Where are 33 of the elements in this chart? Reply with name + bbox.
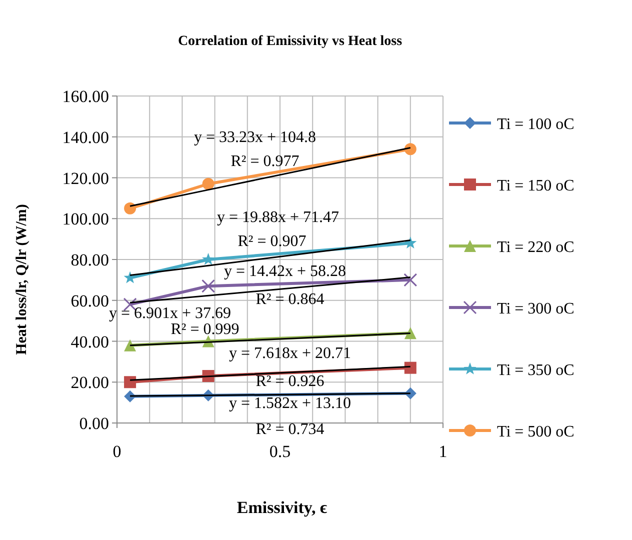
y-tick-label: 40.00 — [70, 332, 109, 352]
y-tick-label: 80.00 — [70, 250, 109, 270]
legend-label: Ti = 220 oC — [497, 239, 574, 256]
annotation: y = 33.23x + 104.8 — [194, 129, 316, 146]
y-tick-label: 0.00 — [79, 414, 109, 433]
y-tick-label: 20.00 — [70, 373, 109, 392]
y-axis-title: Heat loss/lr, Q/lr (W/m) — [14, 204, 30, 355]
annotation: R² = 0.734 — [256, 421, 324, 438]
y-tick-label: 120.00 — [62, 168, 109, 188]
legend-label: Ti = 100 oC — [497, 116, 574, 133]
legend-label: Ti = 500 oC — [497, 424, 574, 440]
annotation: y = 1.582x + 13.10 — [228, 395, 352, 412]
legend-label: Ti = 350 oC — [497, 362, 574, 379]
x-tick-label: 0.5 — [269, 442, 291, 461]
y-tick-label: 60.00 — [70, 291, 109, 310]
annotation: R² = 0.977 — [230, 153, 300, 170]
y-tick-label: 160.00 — [62, 87, 109, 106]
y-tick-label: 140.00 — [62, 128, 109, 147]
annotation: R² = 0.999 — [170, 321, 240, 338]
legend-label: Ti = 300 oC — [497, 300, 574, 318]
y-tick-label: 100.00 — [62, 210, 109, 229]
x-tick-label: 0 — [112, 442, 122, 461]
x-axis-title: Emissivity, ϵ — [236, 498, 328, 517]
annotation: y = 19.88x + 71.47 — [216, 209, 340, 226]
x-tick-label: 1 — [438, 442, 448, 461]
legend-label: Ti = 150 oC — [497, 178, 574, 194]
annotation: R² = 0.864 — [256, 291, 324, 308]
annotation: y = 14.42x + 58.28 — [224, 263, 346, 280]
annotation: R² = 0.926 — [256, 373, 324, 390]
annotation: R² = 0.907 — [238, 233, 306, 250]
annotation: y = 7.618x + 20.71 — [228, 345, 352, 362]
chart-title: Correlation of Emissivity vs Heat loss — [178, 34, 403, 49]
annotation: y = 6.901x + 37.69 — [108, 305, 232, 322]
